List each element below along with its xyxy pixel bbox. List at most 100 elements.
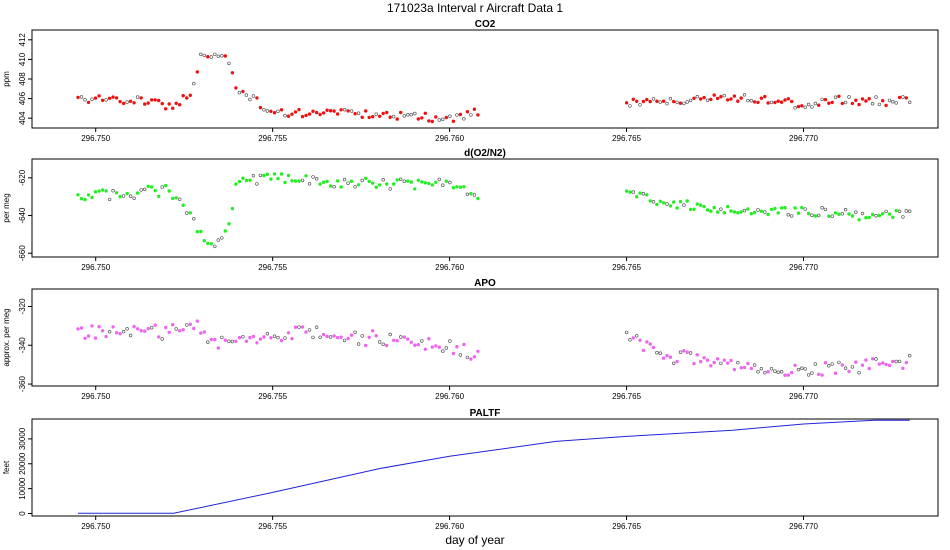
data-point [837, 360, 841, 365]
data-point [820, 206, 824, 210]
data-point [297, 107, 301, 112]
data-point [624, 189, 629, 193]
data-point [779, 206, 784, 210]
data-point [884, 362, 888, 367]
data-point [752, 210, 757, 215]
data-point [891, 359, 895, 364]
data-point [444, 115, 448, 120]
data-point [202, 330, 207, 334]
data-point [820, 373, 824, 377]
data-point [469, 113, 473, 117]
data-point [702, 95, 706, 100]
data-point [234, 182, 238, 186]
data-point [272, 110, 277, 115]
data-point [216, 54, 221, 58]
data-point [406, 337, 410, 341]
data-point [339, 185, 343, 189]
data-point [887, 98, 892, 103]
data-point [904, 96, 908, 100]
data-point [891, 99, 895, 104]
data-point [321, 111, 326, 115]
plot-frame [31, 158, 939, 258]
data-point [293, 110, 298, 114]
data-point [206, 241, 210, 246]
data-point [864, 99, 868, 103]
data-point [665, 202, 669, 206]
data-point [722, 358, 726, 362]
data-point [399, 177, 403, 182]
data-point [427, 181, 431, 186]
data-point [904, 360, 908, 365]
data-point [870, 212, 875, 217]
x-tick-label: 296.760 [435, 522, 464, 531]
data-point [631, 190, 635, 194]
x-tick-label: 296.750 [81, 522, 110, 531]
data-point [262, 173, 266, 178]
data-point [356, 342, 361, 346]
data-point [783, 373, 787, 377]
data-point [276, 109, 280, 114]
data-point [83, 98, 87, 102]
data-point [722, 211, 726, 215]
data-point [216, 346, 221, 350]
data-point [209, 337, 214, 342]
data-point [248, 97, 252, 102]
x-tick-label: 296.755 [258, 263, 287, 272]
data-point [472, 193, 477, 197]
data-point [402, 335, 406, 339]
data-point [339, 335, 343, 339]
data-point [668, 355, 673, 359]
data-point [104, 334, 108, 339]
data-point [789, 370, 794, 375]
data-point [227, 61, 231, 66]
data-point [655, 351, 659, 355]
data-point [160, 185, 164, 189]
data-point [244, 339, 249, 343]
data-point [385, 343, 389, 348]
data-point [736, 211, 740, 215]
data-point [311, 109, 315, 113]
data-point [867, 215, 871, 220]
data-point [692, 361, 696, 366]
data-point [874, 214, 878, 218]
data-point [759, 209, 764, 213]
data-point [732, 367, 737, 372]
data-point [462, 185, 466, 189]
data-point [800, 366, 804, 370]
y-tick-label: -340 [18, 337, 27, 354]
data-point [230, 206, 235, 211]
data-point [779, 370, 784, 374]
data-point [139, 188, 143, 192]
data-point [227, 222, 231, 226]
data-point [332, 185, 336, 189]
data-point [153, 98, 157, 102]
data-point [76, 327, 80, 331]
data-point [157, 98, 161, 103]
y-axis-label: feet [2, 460, 11, 474]
x-tick-label: 296.770 [789, 134, 818, 143]
data-point [651, 200, 656, 204]
data-point [634, 195, 639, 199]
data-point [304, 330, 308, 334]
data-point [406, 113, 410, 117]
data-point [385, 110, 389, 115]
data-point [367, 115, 371, 120]
data-point [722, 93, 726, 98]
data-point [739, 366, 743, 370]
data-point [661, 201, 666, 205]
data-point [678, 199, 683, 204]
y-axis-label: approx. per meg [2, 308, 11, 366]
data-point [857, 218, 861, 222]
data-point [353, 330, 357, 334]
data-point [752, 363, 757, 367]
data-point [332, 334, 336, 338]
data-point [374, 112, 378, 116]
data-point [367, 179, 371, 184]
data-point [269, 109, 273, 114]
data-point [195, 319, 200, 323]
data-point [209, 242, 214, 246]
data-point [793, 206, 797, 210]
data-point [276, 176, 280, 181]
data-point [188, 322, 193, 326]
data-point [356, 183, 361, 187]
